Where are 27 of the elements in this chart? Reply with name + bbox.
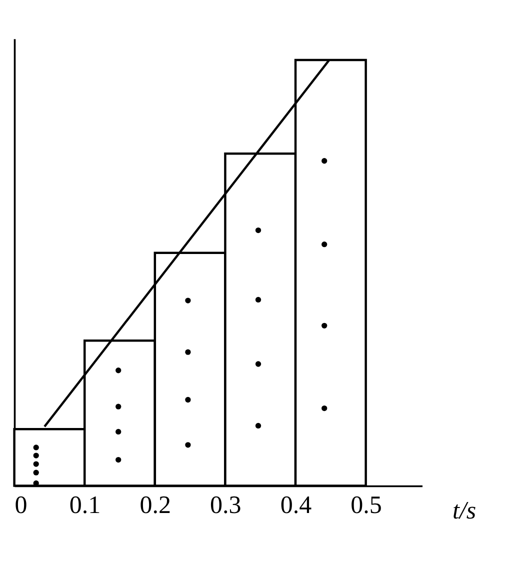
x-tick-label: 0 [14,492,28,520]
point [116,404,122,410]
point [322,242,328,248]
point [255,227,262,234]
point [33,470,39,476]
x-axis-title: t/s [452,497,476,524]
point [255,296,262,303]
point [33,444,39,450]
point [322,322,328,328]
point [255,422,262,429]
point [185,396,191,403]
x-tick-label: 0.2 [140,492,171,520]
point [185,298,191,304]
point [322,158,328,164]
x-tick-label: 0.3 [210,492,242,520]
point [33,461,39,467]
point [322,405,328,412]
point [116,456,122,463]
point [185,442,191,448]
point [255,361,262,367]
x-tick-label: 0.4 [280,492,312,520]
x-tick-label: 0.5 [350,492,382,520]
point [116,368,122,374]
point [116,428,122,435]
x-tick-label: 0.1 [69,492,101,520]
point [185,349,191,355]
point [33,452,39,458]
